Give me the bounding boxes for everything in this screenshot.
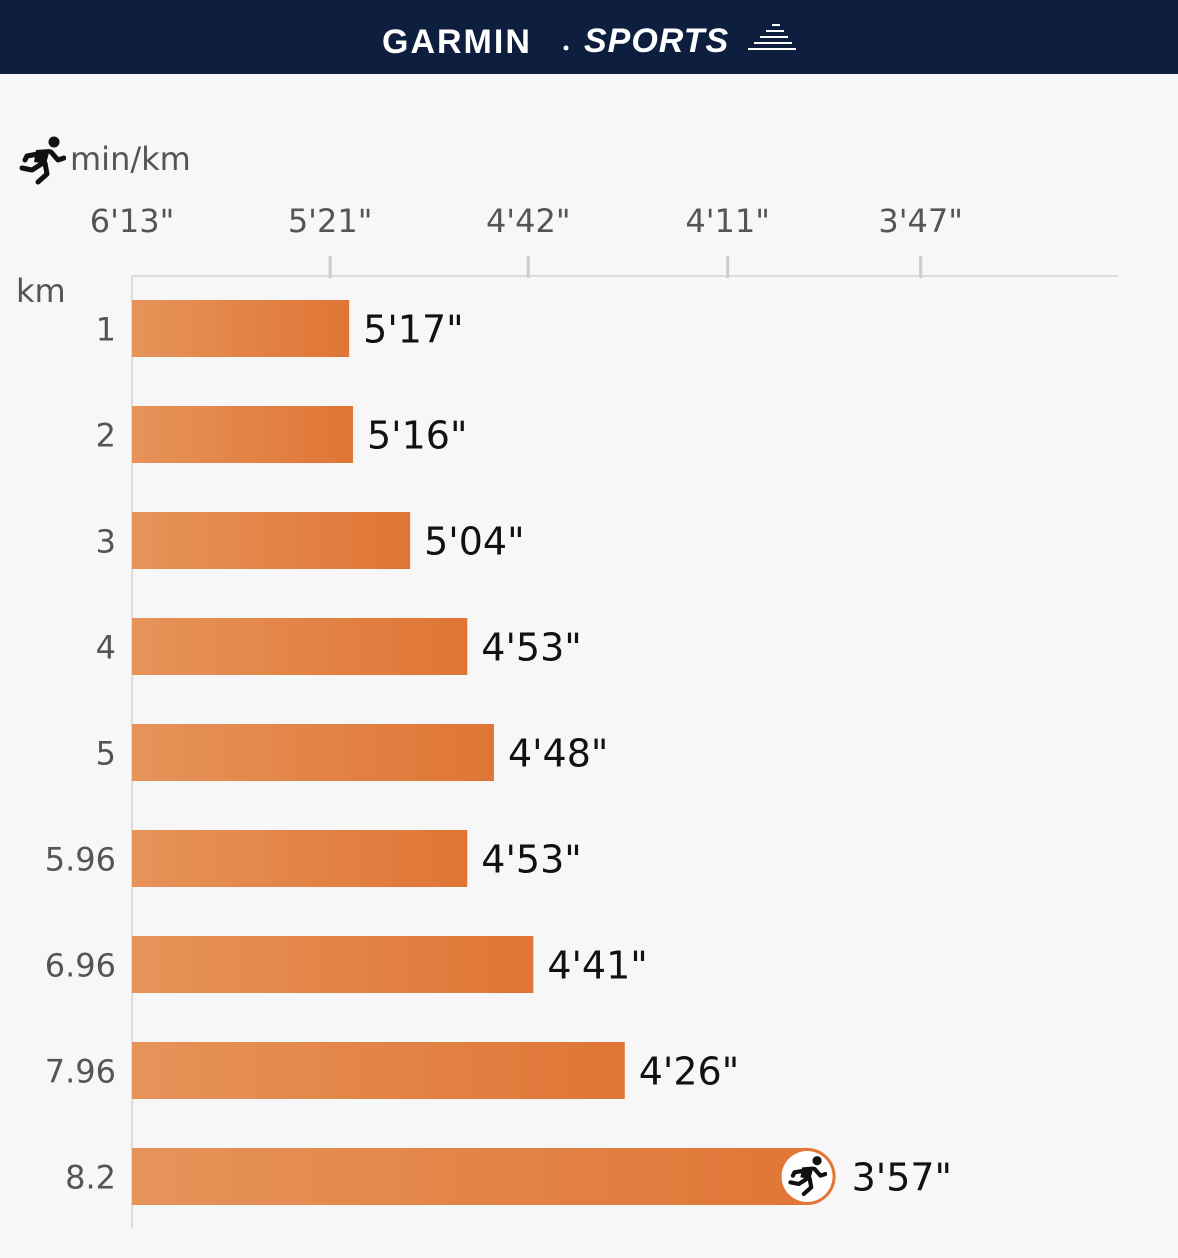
category-label: 4	[96, 629, 116, 667]
speed-lines-icon	[748, 24, 796, 50]
category-label: 5	[96, 735, 116, 773]
bar-value-label: 4'41"	[547, 944, 647, 988]
brand-name: GARMIN	[382, 23, 532, 61]
axis-tick-label: 4'11"	[685, 202, 770, 240]
bar	[132, 1148, 836, 1205]
category-axis-unit-label: km	[16, 272, 66, 310]
bar-value-label: 5'17"	[363, 308, 463, 352]
axis-tick-label: 5'21"	[288, 202, 373, 240]
bar-value-label: 4'53"	[481, 838, 581, 882]
bar-value-label: 5'16"	[367, 414, 467, 458]
bar	[132, 936, 534, 993]
bar	[132, 300, 350, 357]
bar	[132, 406, 353, 463]
category-label: 7.96	[45, 1053, 116, 1091]
value-axis-unit-label: min/km	[70, 140, 191, 178]
category-label: 2	[96, 417, 116, 455]
bar-value-label: 4'26"	[639, 1050, 739, 1094]
axis-tick-label: 4'42"	[486, 202, 571, 240]
bar	[132, 512, 411, 569]
category-label: 5.96	[45, 841, 116, 879]
bar-value-label: 4'48"	[508, 732, 608, 776]
axis-tick-label: 3'47"	[878, 202, 963, 240]
axis-tick-label: 6'13"	[90, 202, 175, 240]
garmin-sports-logo: GARMIN SPORTS	[382, 22, 796, 61]
app-header: GARMIN SPORTS	[0, 0, 1178, 74]
bar	[132, 618, 468, 675]
bar-value-label: 3'57"	[852, 1156, 952, 1200]
brand-registered-dot	[563, 45, 569, 51]
axis-ticks: 6'13" 5'21" 4'42" 4'11" 3'47"	[90, 202, 963, 278]
category-label: 3	[96, 523, 116, 561]
category-label: 6.96	[45, 947, 116, 985]
category-label: 1	[96, 311, 116, 349]
bar	[132, 830, 468, 887]
pace-bar-chart: min/km km 6'13" 5'21" 4'42" 4'11" 3'47" 1 5'1…	[16, 74, 1118, 1228]
runner-icon	[22, 137, 64, 183]
bar	[132, 1042, 625, 1099]
brand-subname: SPORTS	[584, 22, 729, 60]
bar	[132, 724, 494, 781]
bars: 1 5'17" 2 5'16" 3 5'04" 4 4'53" 5 4'48" 5.96 4'53" 6…	[45, 300, 952, 1205]
category-label: 8.2	[65, 1159, 116, 1197]
bar-value-label: 4'53"	[481, 626, 581, 670]
bar-value-label: 5'04"	[424, 520, 524, 564]
